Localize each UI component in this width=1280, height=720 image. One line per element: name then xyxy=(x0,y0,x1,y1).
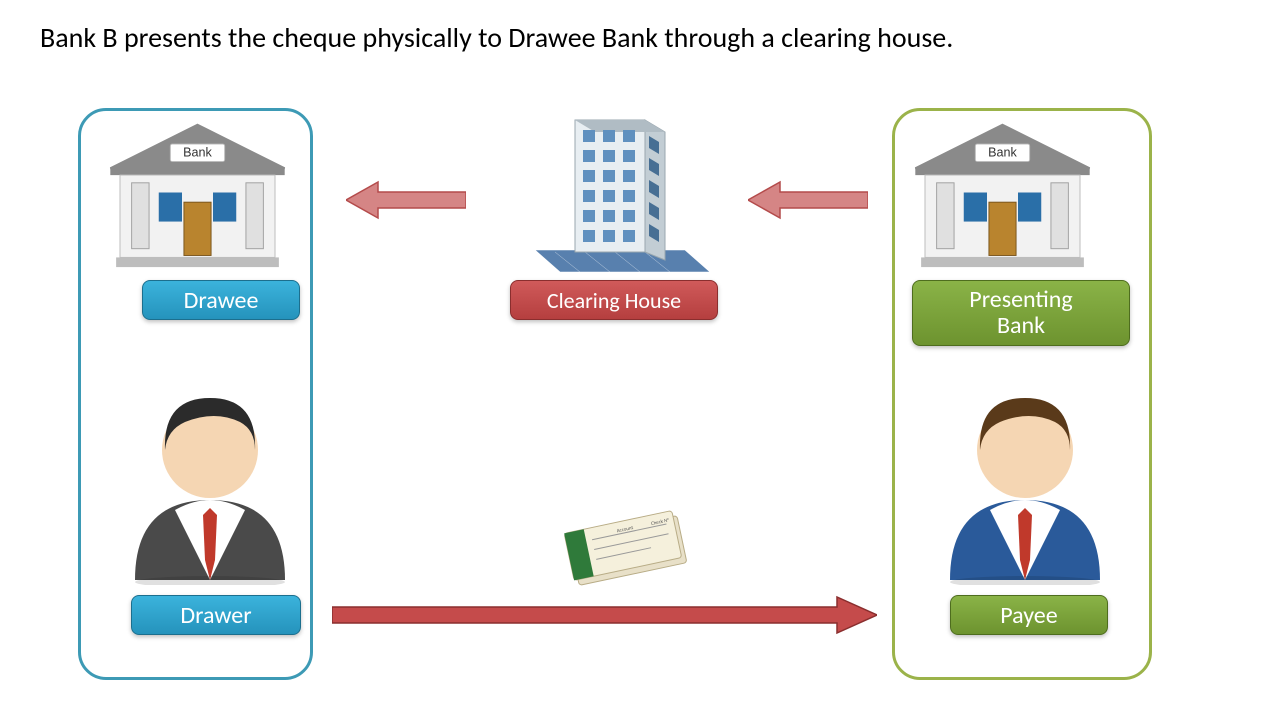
label-text: Payee xyxy=(1000,601,1057,630)
label-text-line1: Presenting xyxy=(969,287,1072,313)
label-presenting-bank: Presenting Bank xyxy=(912,280,1130,346)
label-payee: Payee xyxy=(950,595,1108,635)
bank-sign-text: Bank xyxy=(183,146,212,160)
person-icon xyxy=(115,380,305,585)
arrow-left-icon xyxy=(346,180,466,220)
label-text: Clearing House xyxy=(547,287,681,314)
arrow-right-icon xyxy=(332,595,877,635)
clearing-house-icon xyxy=(505,100,715,280)
arrow-left-icon xyxy=(748,180,868,220)
label-clearing-house: Clearing House xyxy=(510,280,718,320)
label-text: Drawer xyxy=(180,601,251,630)
label-text-line2: Bank xyxy=(997,313,1045,339)
bank-sign-text: Bank xyxy=(988,146,1017,160)
label-drawee: Drawee xyxy=(142,280,300,320)
bank-icon: Bank xyxy=(905,115,1100,270)
label-text: Drawee xyxy=(184,286,259,315)
person-icon xyxy=(930,380,1120,585)
diagram-canvas: Bank B presents the cheque physically to… xyxy=(0,0,1280,720)
label-drawer: Drawer xyxy=(131,595,301,635)
bank-icon: Bank xyxy=(100,115,295,270)
page-heading: Bank B presents the cheque physically to… xyxy=(40,20,953,55)
cheque-icon: Account Check N° xyxy=(560,500,700,590)
